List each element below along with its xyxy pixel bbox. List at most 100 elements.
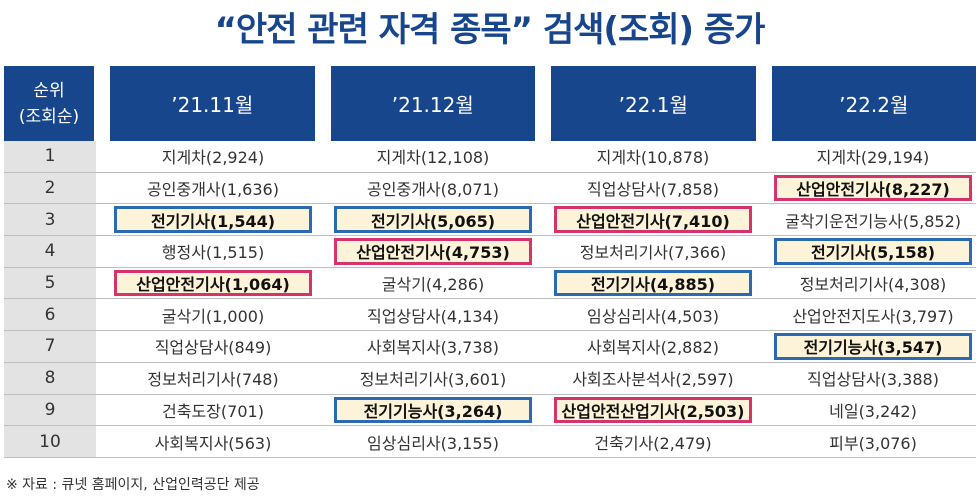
table-cell: 지게차(2,924): [110, 141, 316, 172]
rank-cell: 10: [4, 426, 96, 457]
cell-text: 임상심리사(3,155): [367, 433, 499, 453]
highlighted-cell-pink: 산업안전기사(4,753): [334, 238, 532, 265]
table-cell: 사회복지사(2,882): [550, 331, 756, 362]
highlighted-cell-blue: 전기기사(5,158): [774, 238, 972, 265]
cell-text: 직업상담사(849): [154, 338, 272, 358]
cell-text: 직업상담사(3,388): [807, 370, 939, 390]
table-cell: 전기기능사(3,547): [770, 331, 976, 362]
cell-text: 굴삭기(4,286): [381, 275, 485, 295]
table-cell: 임상심리사(3,155): [330, 426, 536, 457]
table-cell: 산업안전기사(7,410): [550, 204, 756, 235]
table-row: 4 행정사(1,515) 산업안전기사(4,753) 정보처리기사(7,366) 전기기…: [4, 236, 976, 268]
table-cell: 건축도장(701): [110, 395, 316, 426]
table-cell: 임상심리사(4,503): [550, 299, 756, 330]
table-cell: 네일(3,242): [770, 395, 976, 426]
table-header-row: 순위 (조회순) ’21.11월 ’21.12월 ’22.1월 ’22.2월: [4, 66, 976, 141]
table-row: 5 산업안전기사(1,064) 굴삭기(4,286) 전기기사(4,885) 정보처리기…: [4, 267, 976, 300]
highlighted-cell-blue: 전기기능사(3,547): [774, 333, 972, 360]
rank-cell: 9: [4, 394, 96, 426]
cell-text: 건축도장(701): [162, 401, 264, 421]
table-cell: 지게차(12,108): [330, 141, 536, 172]
table-cell: 정보처리기사(7,366): [550, 236, 756, 267]
cell-text: 지게차(12,108): [376, 148, 490, 168]
table-cell: 굴착기운전기능사(5,852): [770, 204, 976, 235]
rank-cell: 6: [4, 299, 96, 331]
table-row: 2 공인중개사(1,636) 공인중개사(8,071) 직업상담사(7,858) 산업안…: [4, 172, 976, 205]
table-cell: 건축기사(2,479): [550, 426, 756, 457]
cell-text: 사회복지사(2,882): [587, 338, 719, 358]
rank-cell: 8: [4, 362, 96, 394]
cell-text: 네일(3,242): [829, 401, 917, 421]
highlighted-cell-pink: 산업안전기사(7,410): [554, 206, 752, 234]
cell-text: 정보처리기사(3,601): [359, 370, 507, 390]
table-cell: 행정사(1,515): [110, 236, 316, 267]
cell-text: 정보처리기사(7,366): [579, 243, 727, 263]
highlighted-cell-pink: 산업안전산업기사(2,503): [554, 396, 752, 424]
table-cell: 지게차(10,878): [550, 141, 756, 172]
table-cell: 공인중개사(8,071): [330, 173, 536, 204]
table-row: 9 건축도장(701) 전기기능사(3,264) 산업안전산업기사(2,503) 네일(…: [4, 394, 976, 427]
table-cell: 지게차(29,194): [770, 141, 976, 172]
column-header-2022-02: ’22.2월: [771, 66, 976, 141]
table-cell: 직업상담사(3,388): [770, 363, 976, 394]
highlighted-cell-blue: 전기기능사(3,264): [334, 396, 532, 424]
table-cell: 정보처리기사(4,308): [770, 268, 976, 299]
table-cell: 직업상담사(849): [110, 331, 316, 362]
table-cell: 산업안전기사(4,753): [330, 236, 536, 267]
table-row: 3 전기기사(1,544) 전기기사(5,065) 산업안전기사(7,410) 굴착기운…: [4, 204, 976, 237]
cell-text: 직업상담사(7,858): [587, 180, 719, 200]
cell-text: 공인중개사(1,636): [147, 180, 279, 200]
cell-text: 지게차(29,194): [816, 148, 930, 168]
highlighted-cell-pink: 산업안전기사(1,064): [114, 269, 312, 297]
table-cell: 정보처리기사(3,601): [330, 363, 536, 394]
table-cell: 피부(3,076): [770, 426, 976, 457]
rank-header-line2: (조회순): [18, 106, 80, 127]
page-title: “안전 관련 자격 종목” 검색(조회) 증가: [214, 10, 766, 50]
cell-text: 정보처리기사(4,308): [799, 275, 947, 295]
table-cell: 전기기사(4,885): [550, 268, 756, 299]
cell-text: 산업안전지도사(3,797): [792, 306, 954, 326]
cell-text: 피부(3,076): [829, 433, 917, 453]
highlighted-cell-blue: 전기기사(1,544): [114, 206, 312, 234]
table-cell: 산업안전지도사(3,797): [770, 299, 976, 330]
rank-cell: 7: [4, 331, 96, 362]
column-header-2021-11: ’21.11월: [110, 66, 317, 141]
cell-text: 직업상담사(4,134): [367, 306, 499, 326]
table-row: 1 지게차(2,924) 지게차(12,108) 지게차(10,878) 지게차(29,…: [4, 141, 976, 173]
rank-cell: 2: [4, 172, 96, 204]
table-cell: 사회조사분석사(2,597): [550, 363, 756, 394]
highlighted-cell-blue: 전기기사(5,065): [334, 206, 532, 234]
table-cell: 전기기사(1,544): [110, 204, 316, 235]
column-header-2021-12: ’21.12월: [330, 66, 537, 141]
cell-text: 사회복지사(3,738): [367, 338, 499, 358]
cell-text: 임상심리사(4,503): [587, 306, 719, 326]
cell-text: 건축기사(2,479): [594, 433, 712, 453]
table-cell: 전기기능사(3,264): [330, 395, 536, 426]
table-body: 1 지게차(2,924) 지게차(12,108) 지게차(10,878) 지게차(29,…: [4, 141, 976, 458]
table-row: 7 직업상담사(849) 사회복지사(3,738) 사회복지사(2,882) 전기기능사…: [4, 331, 976, 363]
table-cell: 사회복지사(3,738): [330, 331, 536, 362]
rank-cell: 1: [4, 141, 96, 172]
cell-text: 지게차(10,878): [596, 148, 710, 168]
table-row: 6 굴삭기(1,000) 직업상담사(4,134) 임상심리사(4,503) 산업안전지…: [4, 299, 976, 332]
ranking-table: 순위 (조회순) ’21.11월 ’21.12월 ’22.1월 ’22.2월 1…: [4, 66, 976, 458]
table-cell: 전기기사(5,065): [330, 204, 536, 235]
table-cell: 굴삭기(4,286): [330, 268, 536, 299]
table-row: 8 정보처리기사(748) 정보처리기사(3,601) 사회조사분석사(2,597) 직…: [4, 362, 976, 395]
table-cell: 직업상담사(7,858): [550, 173, 756, 204]
rank-cell: 5: [4, 267, 96, 299]
rank-cell: 4: [4, 236, 96, 267]
table-cell: 굴삭기(1,000): [110, 299, 316, 330]
table-cell: 공인중개사(1,636): [110, 173, 316, 204]
table-cell: 산업안전산업기사(2,503): [550, 395, 756, 426]
cell-text: 굴삭기(1,000): [161, 306, 265, 326]
table-row: 10 사회복지사(563) 임상심리사(3,155) 건축기사(2,479) 피부(3,…: [4, 426, 976, 458]
table-cell: 정보처리기사(748): [110, 363, 316, 394]
rank-cell: 3: [4, 204, 96, 236]
table-cell: 산업안전기사(8,227): [770, 173, 976, 204]
cell-text: 사회복지사(563): [154, 433, 272, 453]
cell-text: 사회조사분석사(2,597): [572, 370, 734, 390]
cell-text: 굴착기운전기능사(5,852): [784, 211, 962, 231]
highlighted-cell-blue: 전기기사(4,885): [554, 269, 752, 297]
rank-header: 순위 (조회순): [4, 66, 96, 141]
